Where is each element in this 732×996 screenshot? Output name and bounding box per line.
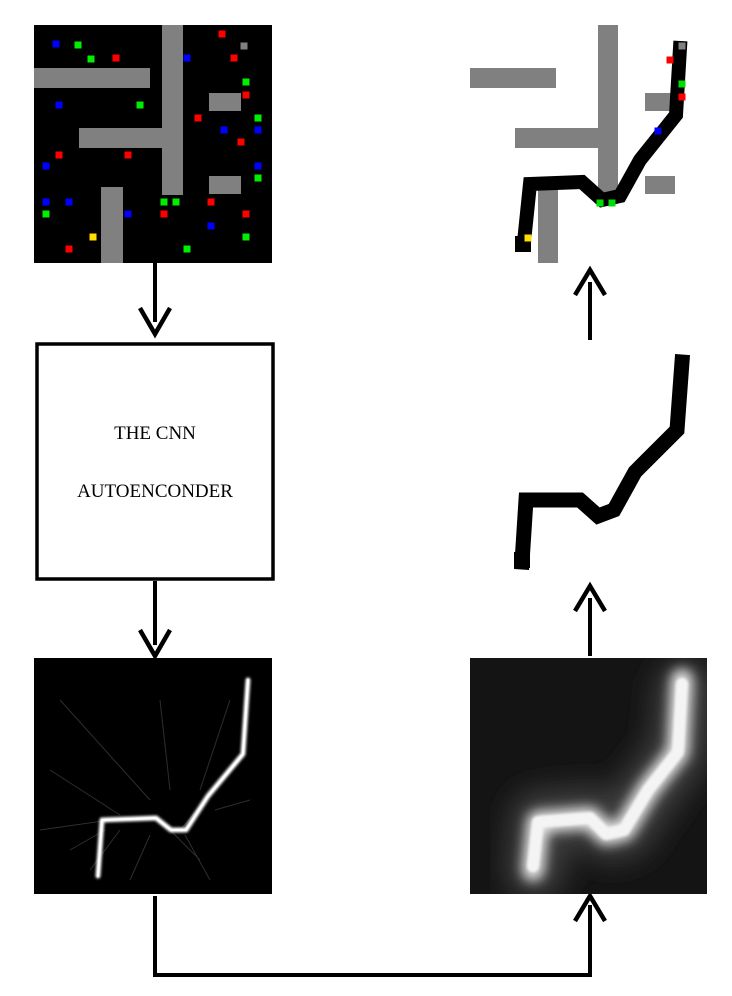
map-point bbox=[254, 162, 262, 170]
map-point bbox=[678, 80, 686, 88]
obstacle bbox=[538, 187, 558, 263]
obstacle bbox=[209, 93, 241, 111]
map-point bbox=[254, 114, 262, 122]
raw-output-path bbox=[95, 677, 251, 879]
arrow-up-1 bbox=[573, 581, 607, 656]
binarized-path-panel bbox=[514, 353, 691, 570]
overlay-path bbox=[516, 40, 688, 250]
arrow-connector bbox=[153, 891, 607, 977]
map-point bbox=[52, 40, 60, 48]
map-point bbox=[220, 126, 228, 134]
map-point bbox=[654, 127, 662, 135]
cnn-autoencoder-box: THE CNN AUTOENCONDER bbox=[35, 342, 275, 581]
obstacle bbox=[34, 68, 150, 88]
map-point bbox=[124, 210, 132, 218]
map-point bbox=[124, 151, 132, 159]
map-point bbox=[160, 198, 168, 206]
arrow-down-2 bbox=[138, 581, 172, 661]
map-point bbox=[55, 101, 63, 109]
binarized-path-end bbox=[514, 552, 530, 568]
raw-output-panel bbox=[34, 658, 272, 894]
obstacle bbox=[645, 93, 675, 111]
map-point bbox=[666, 56, 674, 64]
overlay-dots bbox=[524, 42, 686, 242]
map-point bbox=[183, 245, 191, 253]
map-point bbox=[207, 198, 215, 206]
overlay-obstacles bbox=[470, 25, 675, 263]
obstacle bbox=[645, 176, 675, 194]
map-point bbox=[254, 174, 262, 182]
obstacle bbox=[101, 187, 123, 263]
blurred-output-panel bbox=[470, 658, 707, 894]
map-point bbox=[136, 101, 144, 109]
overlay-result-panel bbox=[470, 25, 688, 263]
obstacle bbox=[162, 25, 183, 195]
map-point bbox=[194, 114, 202, 122]
arrow-down-1 bbox=[138, 263, 172, 339]
box-label-line2: AUTOENCONDER bbox=[77, 481, 233, 502]
map-point bbox=[237, 138, 245, 146]
obstacle bbox=[598, 25, 618, 200]
map-point bbox=[678, 93, 686, 101]
map-point bbox=[42, 210, 50, 218]
map-point bbox=[55, 151, 63, 159]
box-label-line1: THE CNN bbox=[114, 423, 196, 444]
map-point bbox=[87, 55, 95, 63]
blurred-output-path bbox=[522, 669, 693, 881]
map-point bbox=[230, 54, 238, 62]
map-point bbox=[160, 210, 168, 218]
input-map-panel bbox=[34, 25, 272, 263]
obstacle bbox=[515, 128, 605, 148]
map-point bbox=[42, 198, 50, 206]
map-point bbox=[678, 42, 686, 50]
map-point bbox=[242, 233, 250, 241]
map-point bbox=[608, 199, 616, 207]
map-point bbox=[89, 233, 97, 241]
input-map-dots bbox=[42, 30, 262, 253]
map-point bbox=[207, 222, 215, 230]
map-point bbox=[240, 42, 248, 50]
obstacle bbox=[209, 176, 241, 194]
map-point bbox=[65, 245, 73, 253]
input-map-obstacles bbox=[34, 25, 241, 263]
map-point bbox=[254, 126, 262, 134]
raw-output-background bbox=[34, 658, 272, 894]
map-point bbox=[183, 54, 191, 62]
map-point bbox=[42, 162, 50, 170]
map-point bbox=[172, 198, 180, 206]
map-point bbox=[65, 198, 73, 206]
arrow-up-2 bbox=[573, 265, 607, 340]
box-frame bbox=[35, 342, 275, 581]
obstacle bbox=[470, 68, 556, 88]
binarized-path bbox=[514, 353, 691, 570]
map-point bbox=[596, 199, 604, 207]
map-point bbox=[242, 78, 250, 86]
map-point bbox=[112, 54, 120, 62]
map-point bbox=[218, 30, 226, 38]
obstacle bbox=[79, 128, 183, 148]
map-point bbox=[524, 234, 532, 242]
map-point bbox=[74, 41, 82, 49]
map-point bbox=[242, 91, 250, 99]
map-point bbox=[242, 210, 250, 218]
